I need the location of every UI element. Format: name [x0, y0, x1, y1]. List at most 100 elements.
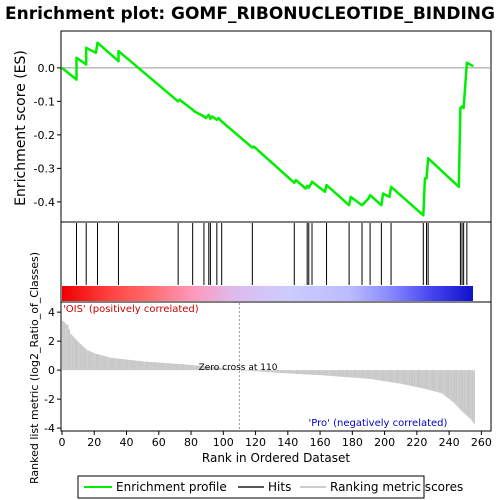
es-y-tick-label: -0.1: [34, 95, 55, 108]
metric-bar: [341, 370, 343, 377]
metric-bar: [258, 370, 261, 372]
x-tick-label: 160: [310, 436, 331, 449]
metric-bar: [471, 370, 474, 422]
metric-bar: [436, 370, 438, 393]
metric-bar: [366, 370, 369, 379]
metric-bar: [73, 337, 75, 371]
metric-bar: [205, 366, 208, 371]
metric-bar: [455, 370, 458, 406]
metric-bar: [313, 370, 316, 375]
metric-bar: [210, 366, 213, 371]
metric-bar: [197, 365, 200, 371]
metric-y-tick-label: -4: [44, 422, 55, 435]
metric-bar: [62, 320, 64, 371]
metric-bar: [113, 358, 116, 371]
metric-bar: [149, 361, 151, 371]
metric-bar: [279, 370, 282, 374]
metric-bar: [324, 370, 327, 376]
metric-bar: [136, 360, 138, 371]
metric-bar: [102, 355, 104, 371]
metric-bar: [231, 369, 233, 371]
metric-bar: [221, 367, 224, 371]
x-tick-label: 100: [213, 436, 234, 449]
metric-bar: [403, 370, 406, 385]
metric-bar: [350, 370, 353, 378]
metric-bar: [357, 370, 359, 378]
es-y-tick-label: -0.2: [34, 129, 55, 142]
metric-bar: [297, 370, 300, 374]
metric-bar: [315, 370, 317, 375]
metric-bar: [71, 335, 74, 371]
metric-bar: [132, 360, 135, 371]
metric-y-label: Ranked list metric (log2_Ratio_of_Classe…: [28, 252, 41, 484]
metric-bar: [415, 370, 417, 387]
metric-bar: [423, 370, 425, 389]
metric-bar: [326, 370, 329, 376]
metric-bar: [91, 352, 93, 371]
x-tick-label: 140: [277, 436, 298, 449]
metric-bar: [87, 350, 90, 371]
es-line-layer: [61, 41, 474, 217]
metric-bar: [363, 370, 366, 379]
metric-bar: [465, 370, 467, 416]
metric-bar: [215, 367, 217, 371]
metric-bar: [470, 370, 472, 420]
metric-y-tick-label: 4: [48, 306, 55, 319]
metric-bar: [237, 369, 240, 371]
x-tick-label: 60: [152, 436, 166, 449]
metric-bar: [229, 368, 232, 371]
x-tick-label: 80: [184, 436, 198, 449]
metric-bar: [199, 365, 201, 371]
metric-bar: [450, 370, 453, 401]
legend-hits-label: Hits: [268, 480, 291, 494]
metric-bar: [241, 370, 243, 371]
metric-bar: [287, 370, 290, 374]
metric-y-tick-label: -2: [44, 393, 55, 406]
metric-bar: [281, 370, 283, 374]
metric-bar: [445, 370, 448, 398]
metric-bar: [158, 362, 161, 371]
metric-bar: [139, 361, 142, 371]
metric-bar: [107, 356, 109, 371]
metric-bar: [349, 370, 351, 378]
metric-bar: [362, 370, 364, 379]
metric-bar: [268, 370, 271, 373]
metric-bar: [68, 329, 71, 371]
metric-bar: [137, 360, 140, 371]
metric-bar: [187, 364, 190, 371]
metric-bar: [424, 370, 427, 389]
metric-bar: [66, 325, 69, 371]
metric-bar: [336, 370, 338, 377]
metric-bar: [328, 370, 330, 376]
metric-bar: [466, 370, 469, 417]
metric-bar: [181, 364, 183, 371]
metric-bar: [442, 370, 445, 395]
es-y-tick-label: -0.4: [34, 196, 55, 209]
metric-bar: [116, 358, 119, 371]
metric-bar: [128, 359, 130, 371]
metric-bar: [426, 370, 429, 390]
metric-bar: [265, 370, 267, 372]
metric-bars: [62, 320, 475, 424]
metric-bar: [92, 352, 95, 371]
metric-bar: [392, 370, 395, 383]
metric-bar: [121, 359, 124, 371]
metric-bar: [394, 370, 396, 383]
metric-bar: [379, 370, 382, 381]
metric-bar: [110, 357, 113, 371]
metric-bar: [276, 370, 279, 373]
metric-bar: [337, 370, 340, 377]
metric-bar: [373, 370, 375, 380]
metric-bar: [76, 340, 79, 371]
es-y-axis: 0.0 -0.1 -0.2 -0.3 -0.4: [34, 62, 61, 209]
metric-bar: [147, 361, 150, 371]
metric-bar: [303, 370, 306, 375]
metric-bar: [344, 370, 346, 378]
metric-bar: [142, 361, 145, 371]
metric-bar: [74, 339, 77, 371]
metric-bar: [376, 370, 379, 381]
metric-bar: [292, 370, 295, 374]
metric-bar: [331, 370, 333, 377]
metric-bar: [178, 363, 180, 371]
metric-bar: [431, 370, 433, 391]
